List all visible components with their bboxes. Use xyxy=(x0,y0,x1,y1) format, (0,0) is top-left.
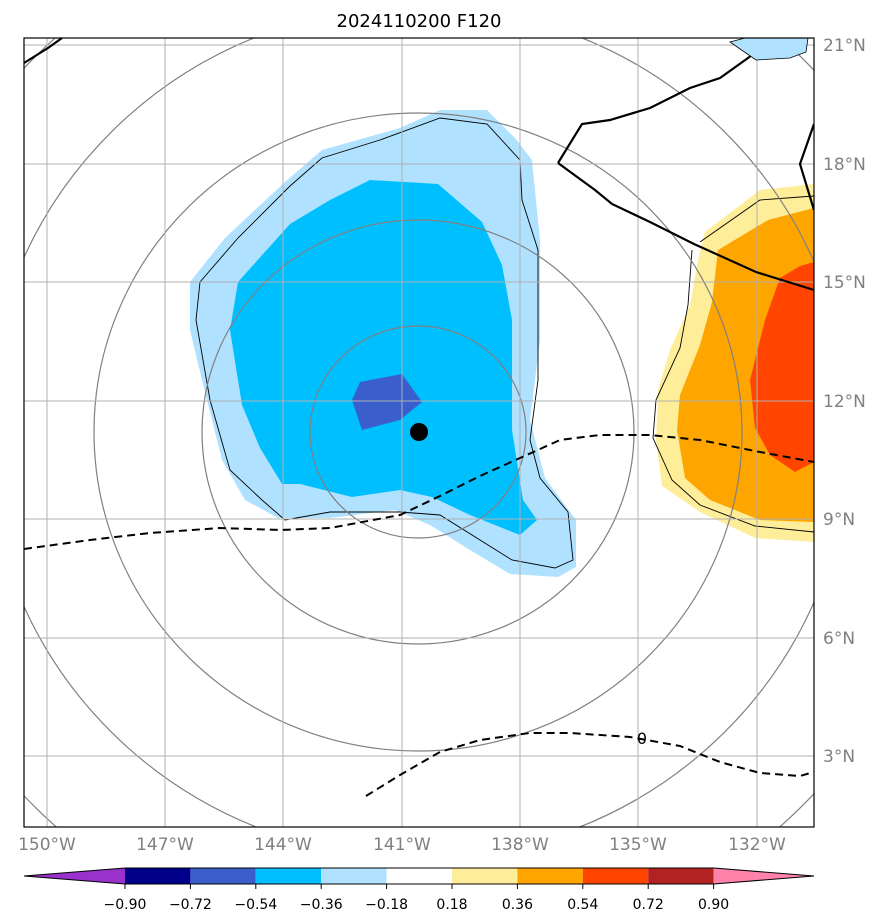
lat-label: 21°N xyxy=(823,36,866,56)
colorbar-swatch xyxy=(386,868,452,884)
coastline-east xyxy=(557,162,814,292)
colorbar-swatch xyxy=(648,868,714,884)
colorbar-tick-label: 0.18 xyxy=(436,897,467,913)
land-boundaries xyxy=(24,38,814,292)
map-frame xyxy=(23,37,815,828)
colorbar-tick-label: 0.90 xyxy=(698,897,729,913)
colorbar-tick-label: −0.90 xyxy=(104,897,147,913)
zero-contour-label: 0 xyxy=(637,729,647,748)
colorbar-tick-label: 0.72 xyxy=(633,897,664,913)
contour-outline-west xyxy=(195,117,574,569)
colorbar-swatch xyxy=(125,868,191,884)
colorbar-swatch xyxy=(255,868,322,884)
map-title: 2024110200 F120 xyxy=(337,11,502,32)
zero-contour-upper xyxy=(24,434,814,550)
lat-label: 3°N xyxy=(823,747,855,767)
coastline-ne xyxy=(557,38,775,164)
colorbar-swatch-low-extend xyxy=(24,868,125,884)
colorbar-swatch xyxy=(190,868,256,884)
anomaly-fill-blue xyxy=(230,180,537,535)
range-ring xyxy=(93,112,743,752)
anomaly-fill-top-right xyxy=(729,38,809,61)
lat-label: 15°N xyxy=(823,273,866,293)
lon-label: 144°W xyxy=(254,835,312,855)
range-ring xyxy=(201,219,635,645)
colorbar-tick-label: −0.72 xyxy=(169,897,212,913)
lon-label: 135°W xyxy=(609,835,667,855)
colorbar-tick-label: −0.54 xyxy=(234,897,277,913)
lon-label: 138°W xyxy=(491,835,549,855)
colorbar-swatch xyxy=(517,868,583,884)
colorbar-tick-label: 0.54 xyxy=(567,897,598,913)
lat-label: 6°N xyxy=(823,629,855,649)
lat-label: 9°N xyxy=(823,510,855,530)
lon-label: 147°W xyxy=(136,835,194,855)
colorbar-swatch xyxy=(321,868,387,884)
colorbar-swatch xyxy=(582,868,649,884)
coastline-nw xyxy=(24,38,63,64)
lat-label: 12°N xyxy=(823,392,866,412)
colorbar-swatch xyxy=(452,868,518,884)
colorbar: −0.90 −0.72 −0.54 −0.36 −0.18 0.18 0.36 … xyxy=(23,867,815,913)
colorbar-ticks xyxy=(124,884,715,889)
lon-label: 141°W xyxy=(373,835,431,855)
latitude-labels: 21°N 18°N 15°N 12°N 9°N 6°N 3°N xyxy=(823,36,866,767)
colorbar-swatch-high-extend xyxy=(713,868,814,884)
anomaly-fill-red-orange xyxy=(750,262,814,472)
lon-label: 132°W xyxy=(728,835,786,855)
coastline-far-east xyxy=(798,123,814,211)
graticule xyxy=(24,38,814,827)
storm-center-marker xyxy=(410,423,428,441)
lon-label: 150°W xyxy=(18,835,76,855)
range-ring xyxy=(309,325,527,539)
zero-contour-lower xyxy=(365,732,814,797)
colorbar-tick-label: 0.36 xyxy=(502,897,533,913)
colorbar-tick-label: −0.18 xyxy=(365,897,408,913)
longitude-labels: 150°W 147°W 144°W 141°W 138°W 135°W 132°… xyxy=(18,835,786,855)
lat-label: 18°N xyxy=(823,155,866,175)
anomaly-fill-dark-blue xyxy=(352,374,422,430)
colorbar-tick-label: −0.36 xyxy=(300,897,343,913)
